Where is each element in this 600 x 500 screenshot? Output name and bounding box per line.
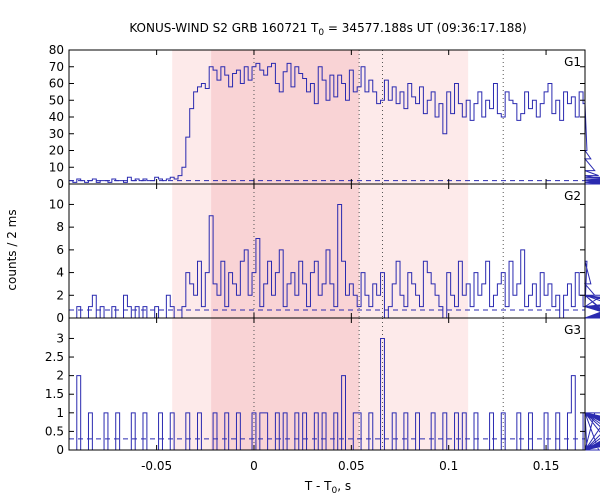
panel-g2: 0 2 4 6 8 10 G2: [49, 183, 600, 325]
g1-y-tick-label: 50: [49, 93, 64, 107]
g1-y-tick-label: 80: [49, 43, 64, 57]
panel-g1: 0 10 20 30 40 50 60 70 80 G1: [49, 43, 600, 191]
x-axis-label-rest: , s: [337, 479, 351, 493]
g1-y-tick-label: 30: [49, 127, 64, 141]
x-axis-label-subscript: 0: [332, 486, 338, 496]
x-tick-label: 0: [250, 459, 258, 473]
g1-y-tick-label: 60: [49, 77, 64, 91]
g3-panel-label: G3: [564, 323, 581, 337]
g2-y-tick-label: 4: [56, 266, 64, 280]
x-tick-label: -0.05: [141, 459, 172, 473]
g3-y-tick-label: 1: [56, 406, 64, 420]
g2-y-tick-label: 0: [56, 311, 64, 325]
g2-y-tick-label: 8: [56, 220, 64, 234]
panels-layer: 01020304050607080G10246810G200.511.522.5…: [45, 43, 600, 473]
g2-shaded-interval-2: [211, 184, 360, 318]
x-tick-label: 0.15: [533, 459, 560, 473]
g3-y-tick-label: 2.5: [45, 350, 64, 364]
g3-frame: [68, 317, 586, 451]
g1-panel-label: G1: [564, 55, 581, 69]
g1-shaded-interval-2: [211, 50, 360, 184]
panel-g3: 0 0.5 1 1.5 2 2.5 3 G3: [45, 317, 600, 457]
g2-counts-series: [69, 203, 600, 319]
g2-panel-label: G2: [564, 189, 581, 203]
g3-y-tick-label: 0.5: [45, 424, 64, 438]
g1-y-tick-label: 10: [49, 160, 64, 174]
x-tick-label: 0.05: [338, 459, 365, 473]
g1-counts-series: [69, 62, 600, 185]
g1-y-tick-label: 20: [49, 144, 64, 158]
y-axis-label: counts / 2 ms: [5, 209, 19, 290]
g3-shaded-interval-2: [211, 318, 360, 450]
g1-y-tick-label: 70: [49, 60, 64, 74]
g2-y-tick-label: 6: [56, 243, 64, 257]
chart-title-subscript: 0: [318, 28, 324, 38]
g1-y-tick-label: 40: [49, 110, 64, 124]
x-tick-label: 0.1: [439, 459, 458, 473]
chart-title-rest: = 34577.188s UT (09:36:17.188): [324, 21, 527, 35]
g2-y-tick-label: 10: [49, 197, 64, 211]
g1-y-tick-label: 0: [56, 177, 64, 191]
g3-y-tick-label: 0: [56, 443, 64, 457]
chart-title: KONUS-WIND S2 GRB 160721 T0 = 34577.188s…: [129, 21, 526, 38]
g3-y-tick-label: 3: [56, 331, 64, 345]
g2-y-tick-label: 2: [56, 288, 64, 302]
x-axis-label: T - T0, s: [304, 479, 351, 496]
g3-y-tick-label: 2: [56, 369, 64, 383]
g3-y-tick-label: 1.5: [45, 387, 64, 401]
